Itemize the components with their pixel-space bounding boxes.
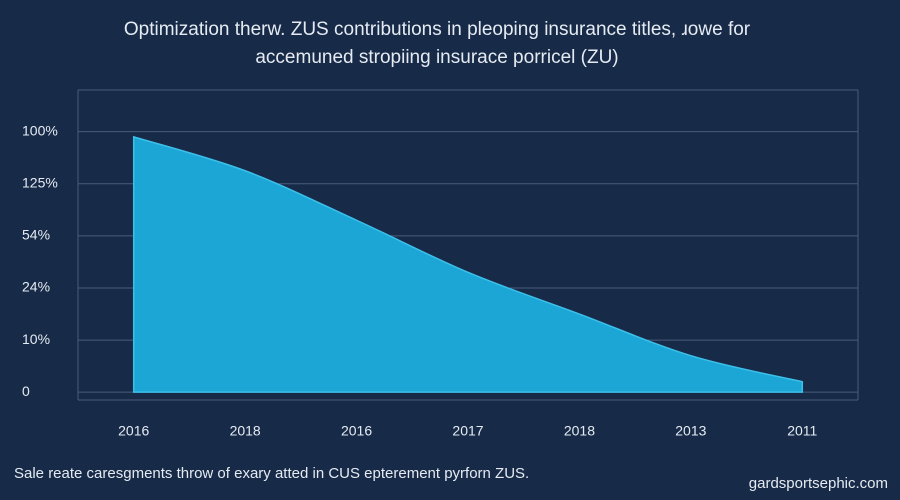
x-tick-label: 2017 [452,423,483,439]
y-tick-label: 100% [22,122,58,138]
y-tick-label: 24% [22,279,50,295]
chart-title: Optimization therw. ZUS contributions in… [124,19,751,40]
x-tick-label: 2016 [118,423,149,439]
x-tick-label: 2016 [341,423,372,439]
y-tick-label: 0 [22,383,30,399]
watermark: gardsportsephic.com [749,475,888,492]
area [132,135,804,393]
x-tick-label: 2018 [564,423,595,439]
y-tick-label: 10% [22,331,50,347]
footer-note: Sale reate caresgments throw of exary at… [14,465,529,482]
y-tick-label: 125% [22,174,58,190]
y-tick-label: 54% [22,227,50,243]
x-tick-label: 2013 [675,423,706,439]
x-tick-label: 2011 [787,423,817,439]
x-tick-label: 2018 [230,423,261,439]
chart-subtitle: accemuned stropiing insurace porricel (Z… [255,47,618,68]
